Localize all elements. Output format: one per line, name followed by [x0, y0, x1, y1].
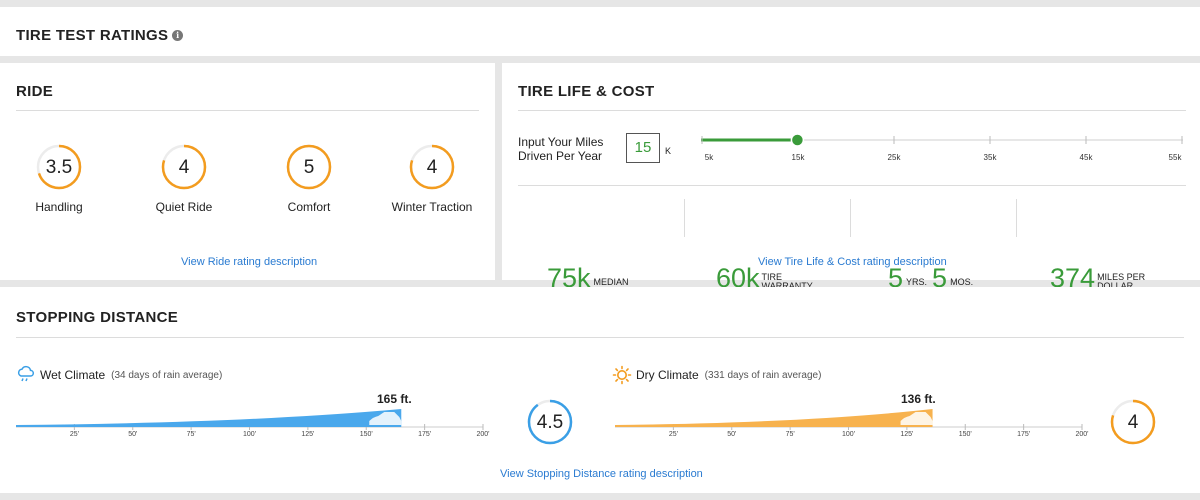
- ride-gauge-value: 4: [178, 157, 190, 178]
- ride-gauge-ring: [286, 144, 332, 190]
- ride-gauge-arc: [286, 144, 332, 190]
- wet-distance-label: 165 ft.: [377, 392, 412, 406]
- slider-tick-label: 15k: [792, 153, 806, 162]
- miles-slider[interactable]: 5k 15k 25k 35k 45k 55k: [701, 129, 1183, 169]
- sun-icon: [612, 365, 632, 385]
- wet-tick-label: 125': [301, 431, 315, 438]
- ride-gauge-label: Winter Traction: [391, 200, 473, 214]
- dry-climate-title: Dry Climate (331 days of rain average): [612, 365, 821, 385]
- wet-distance-chart: [16, 409, 484, 430]
- ride-gauge-arc: [36, 144, 82, 190]
- ride-gauge: 3.5 Handling: [4, 142, 114, 214]
- slider-tick-label: 25k: [888, 153, 902, 162]
- ride-gauge-value: 5: [303, 157, 315, 178]
- dry-distance-area: [615, 409, 933, 427]
- ride-gauge: 5 Comfort: [254, 142, 364, 214]
- wet-tick-label: 100': [242, 431, 257, 438]
- slider-handle[interactable]: [790, 133, 805, 147]
- dry-rating-arc: [1110, 399, 1156, 445]
- wet-tick-label: 200': [476, 431, 490, 438]
- stat-divider: [850, 199, 851, 237]
- stat-divider: [684, 199, 685, 237]
- ride-gauge-value: 4: [426, 157, 438, 178]
- wet-climate-title: Wet Climate (34 days of rain average): [16, 365, 222, 385]
- wet-tick-labels: 25' 50' 75' 100' 125' 150' 175' 200': [16, 431, 490, 443]
- dry-tick-label: 200': [1075, 431, 1089, 438]
- ride-description-link[interactable]: View Ride rating description: [181, 256, 318, 268]
- divider: [518, 185, 1186, 186]
- dry-rating-gauge: 4: [1078, 397, 1188, 447]
- dry-tick-labels: 25' 50' 75' 100' 125' 150' 175' 200': [615, 431, 1089, 443]
- wet-distance-area: [16, 409, 402, 427]
- ride-panel: RIDE 3.5 Handling 4 Quiet Ride 5 Comfort 4 Wint…: [0, 63, 495, 280]
- wet-tick-label: 25': [69, 431, 79, 438]
- divider: [518, 110, 1186, 111]
- tire-life-panel: TIRE LIFE & COST Input Your Miles Driven…: [502, 63, 1200, 293]
- wet-rating-ring: [527, 399, 573, 445]
- wet-rating-value: 4.5: [536, 412, 564, 433]
- dry-distance-chart: [615, 409, 1083, 430]
- ride-gauge-ring: [409, 144, 455, 190]
- info-icon[interactable]: i: [172, 30, 184, 41]
- dry-rating-value: 4: [1127, 412, 1139, 433]
- ride-gauge-ring: [36, 144, 82, 190]
- header-panel: TIRE TEST RATINGS i: [0, 7, 1200, 56]
- stopping-description-link[interactable]: View Stopping Distance rating descriptio…: [500, 468, 703, 480]
- stopping-title: STOPPING DISTANCE: [16, 309, 179, 326]
- dry-tick-label: 125': [900, 431, 914, 438]
- dry-tick-label: 25': [668, 431, 678, 438]
- ride-gauge-label: Handling: [35, 200, 83, 214]
- dry-rating-ring: [1110, 399, 1156, 445]
- miles-input[interactable]: 15: [626, 133, 660, 163]
- divider: [16, 337, 1184, 338]
- dry-tick-label: 75': [785, 431, 795, 438]
- tire-life-title: TIRE LIFE & COST: [518, 83, 655, 100]
- slider-tick-label: 55k: [1169, 153, 1183, 162]
- ride-gauge-label: Quiet Ride: [155, 200, 213, 214]
- wet-car-icon: [369, 412, 402, 425]
- ride-gauge-value: 3.5: [45, 157, 73, 178]
- life-stat: 5 YRS. 5 MOS.: [888, 263, 974, 293]
- stopping-panel: STOPPING DISTANCE Wet Climate (34 days o…: [0, 287, 1200, 493]
- ride-gauge: 4 Quiet Ride: [129, 142, 239, 214]
- dry-tick-label: 150': [958, 431, 972, 438]
- slider-tick-label: 5k: [705, 153, 714, 162]
- ride-gauge-arc: [161, 144, 207, 190]
- cloud-rain-icon: [17, 365, 34, 382]
- slider-tick-label: 45k: [1080, 153, 1094, 162]
- page-title: TIRE TEST RATINGS i: [16, 27, 184, 44]
- dry-car-icon: [900, 412, 933, 425]
- wet-tick-label: 175': [418, 431, 432, 438]
- dry-tick-label: 50': [727, 431, 737, 438]
- wet-tick-label: 150': [359, 431, 373, 438]
- miles-label: Input Your Miles Driven Per Year: [518, 135, 604, 163]
- ride-gauge-ring: [161, 144, 207, 190]
- tire-life-description-link[interactable]: View Tire Life & Cost rating description: [758, 256, 947, 268]
- wet-tick-label: 75': [186, 431, 196, 438]
- dry-tick-label: 175': [1017, 431, 1031, 438]
- dry-tick-label: 100': [841, 431, 856, 438]
- ride-title: RIDE: [16, 83, 54, 100]
- stat-divider: [1016, 199, 1017, 237]
- slider-tick-label: 35k: [984, 153, 998, 162]
- wet-rating-gauge: 4.5: [495, 397, 605, 447]
- ride-gauge: 4 Winter Traction: [377, 142, 487, 214]
- ride-gauge-arc: [409, 144, 455, 190]
- ride-gauge-label: Comfort: [287, 200, 331, 214]
- divider: [16, 110, 479, 111]
- dry-distance-label: 136 ft.: [901, 392, 936, 406]
- wet-tick-label: 50': [128, 431, 138, 438]
- wet-rating-arc: [527, 399, 573, 445]
- miles-unit: K: [665, 146, 672, 156]
